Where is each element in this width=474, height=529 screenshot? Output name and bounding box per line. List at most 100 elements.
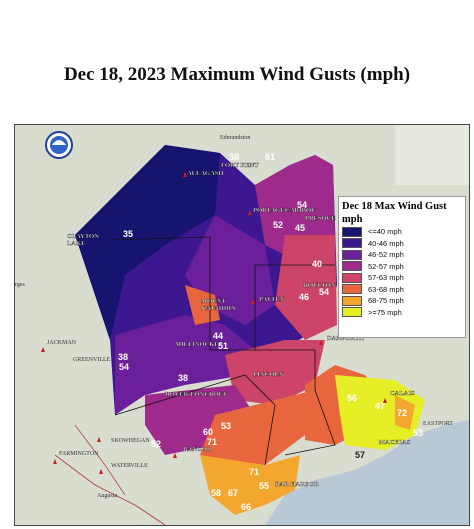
legend-label: 52-57 mph [368,261,404,271]
place-label-mount-katahdin: MOUNT KATAHDIN [201,298,236,312]
legend-item: 63-68 mph [342,284,465,296]
wind-gust-map: Edmundston ALLAGASH FORT KENT PORTAGE CA… [14,124,470,526]
gust-value: 66 [241,502,251,512]
place-label-waterville: WATERVILLE [111,463,148,469]
place-label-calais: CALAIS [390,390,415,397]
legend-swatch [342,284,362,295]
legend-swatch [342,307,362,318]
legend-label: 68-75 mph [368,296,404,306]
legend-swatch [342,261,362,272]
gust-value: 53 [413,428,423,438]
legend-swatch [342,226,362,237]
gust-value: 38 [118,352,128,362]
legend-swatch [342,295,362,306]
legend-item: >=75 mph [342,307,465,319]
road [54,454,166,525]
place-label-augusta: Augusta [97,493,117,499]
down-east-zone [335,375,425,450]
legend-item: 52-57 mph [342,261,465,273]
gust-value: 54 [319,287,329,297]
place-label-dover-foxcroft: DOVER-FOXCROFT [165,391,228,398]
gust-value: 61 [265,152,275,162]
county-boundary [210,264,335,351]
gust-value: 72 [397,408,407,418]
calais-hotspot [395,395,415,430]
legend-item: 46-52 mph [342,249,465,261]
place-label-eastport: EASTPORT [423,421,453,427]
legend-label: 57-63 mph [368,273,404,283]
gust-value: 54 [119,362,129,372]
place-label-machias: MACHIAS [379,439,411,446]
legend-item: 57-63 mph [342,272,465,284]
place-label-fort-kent: FORT KENT [221,162,259,169]
place-label-caribou: CARIBOU [285,207,316,214]
houlton-zone [275,235,337,340]
gust-value: 52 [273,220,283,230]
gust-value: 60 [203,427,213,437]
katahdin-hotspot [185,285,220,325]
place-label-houlton: HOULTON [303,282,336,289]
legend-label: 46-52 mph [368,250,404,260]
gust-value: 54 [297,200,307,210]
place-label-jackman: JACKMAN [47,340,77,346]
legend-label: 40-46 mph [368,238,404,248]
gust-value: 71 [207,437,217,447]
legend-item: 68-75 mph [342,295,465,307]
county-boundary [109,236,211,350]
noaa-logo-icon [44,130,74,160]
legend-swatch [342,238,362,249]
city-markers [41,172,387,474]
place-label-bar-harbor: BAR HARBOR [275,481,319,488]
place-label-danforth: DANFORTH [327,335,364,342]
northwest-zone [75,145,220,340]
gust-value: 38 [229,152,239,162]
gust-value: 56 [347,393,357,403]
gust-value: 51 [218,341,228,351]
gust-value: 52 [151,439,161,449]
place-label-clayton-lake: CLAYTON LAKE [67,233,99,247]
legend-title: Dec 18 Max Wind Gust mph [342,201,447,225]
bangor-zone [200,390,315,470]
place-label-skowhegan: SKOWHEGAN [111,438,150,444]
legend-item: <=40 mph [342,226,465,238]
road [74,424,126,496]
ocean-area [265,420,469,525]
legend-item: 40-46 mph [342,238,465,250]
gust-value: 38 [178,373,188,383]
gust-value: 57 [355,450,365,460]
gust-value: 44 [213,331,223,341]
penobscot-zone [225,340,325,405]
place-label-allagash: ALLAGASH [187,170,223,177]
place-label-bangor: BANGOR [183,446,212,453]
legend-label: 63-68 mph [368,284,404,294]
county-boundary [114,374,276,466]
place-label-patten: PATTEN [259,296,285,303]
gust-value: 40 [312,259,322,269]
place-label-portage: PORTAGE [253,207,284,214]
gust-value: 67 [228,488,238,498]
piscataquis-zone [115,315,255,415]
map-title: Dec 18, 2023 Maximum Wind Gusts (mph) [63,64,411,85]
county-boundary [255,349,316,390]
legend-rows: <=40 mph 40-46 mph 46-52 mph 52-57 mph 57-63… [339,226,465,318]
legend: Dec 18 Max Wind Gust mph <=40 mph 40-46 m… [338,196,466,338]
place-label-millinocket: MILLINOCKET [175,341,224,348]
gust-value: 45 [295,223,305,233]
gust-value: 47 [375,401,385,411]
gust-value: 35 [123,229,133,239]
gust-value: 55 [259,481,269,491]
gust-value: 71 [249,467,259,477]
place-label-farmington: FARMINGTON [59,451,99,457]
place-label-edmundston: Edmundston [220,135,250,141]
place-label-rges: rges [15,282,26,288]
place-label-greenville: GREENVILLE [73,357,111,363]
legend-swatch [342,249,362,260]
gust-value: 53 [221,421,231,431]
legend-label: >=75 mph [368,307,402,317]
county-boundary [284,389,336,456]
place-label-lincoln: LINCOLN [253,371,284,378]
gust-value: 58 [211,488,221,498]
bangor-west-zone [145,385,255,455]
legend-swatch [342,272,362,283]
gust-value: 46 [299,292,309,302]
